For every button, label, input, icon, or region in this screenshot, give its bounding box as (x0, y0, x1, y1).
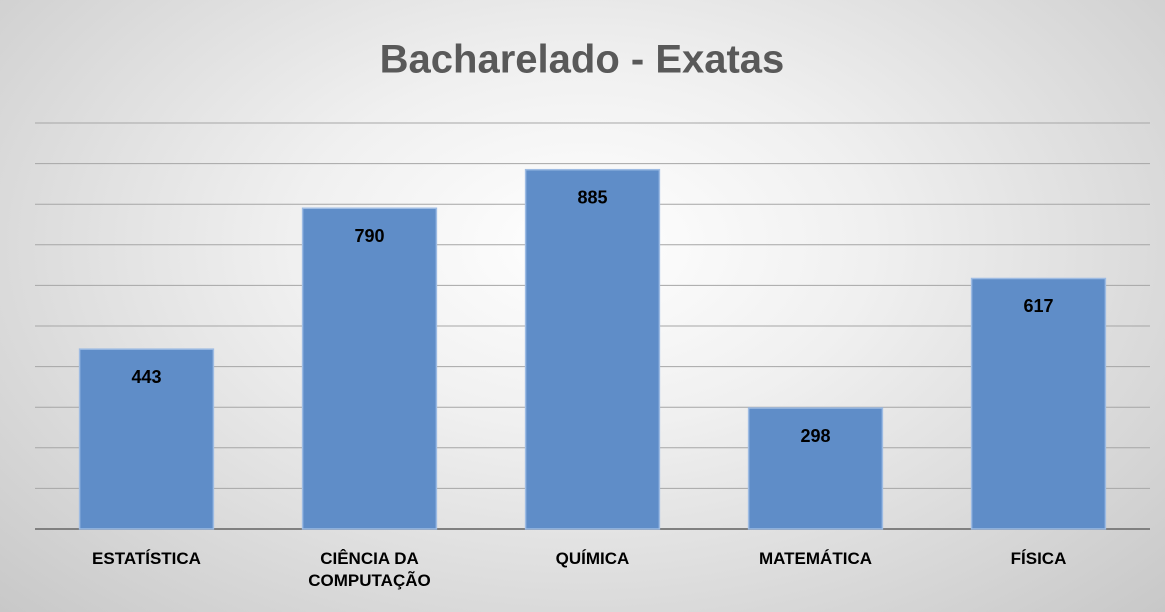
data-label: 790 (354, 226, 384, 246)
bar (78, 348, 215, 530)
data-label: 885 (577, 187, 607, 207)
bar (970, 277, 1107, 530)
bar (301, 207, 438, 530)
data-label: 443 (131, 367, 161, 387)
x-tick-label: CIÊNCIA DA COMPUTAÇÃO (308, 549, 431, 590)
data-label: 617 (1023, 296, 1053, 316)
bar (747, 407, 884, 530)
chart-title: Bacharelado - Exatas (380, 38, 785, 82)
bar (524, 168, 661, 530)
x-tick-label: QUÍMICA (555, 549, 630, 568)
data-label: 298 (800, 426, 830, 446)
x-tick-label: MATEMÁTICA (759, 549, 872, 568)
x-tick-label: ESTATÍSTICA (92, 549, 201, 568)
x-tick-label: FÍSICA (1010, 549, 1067, 568)
